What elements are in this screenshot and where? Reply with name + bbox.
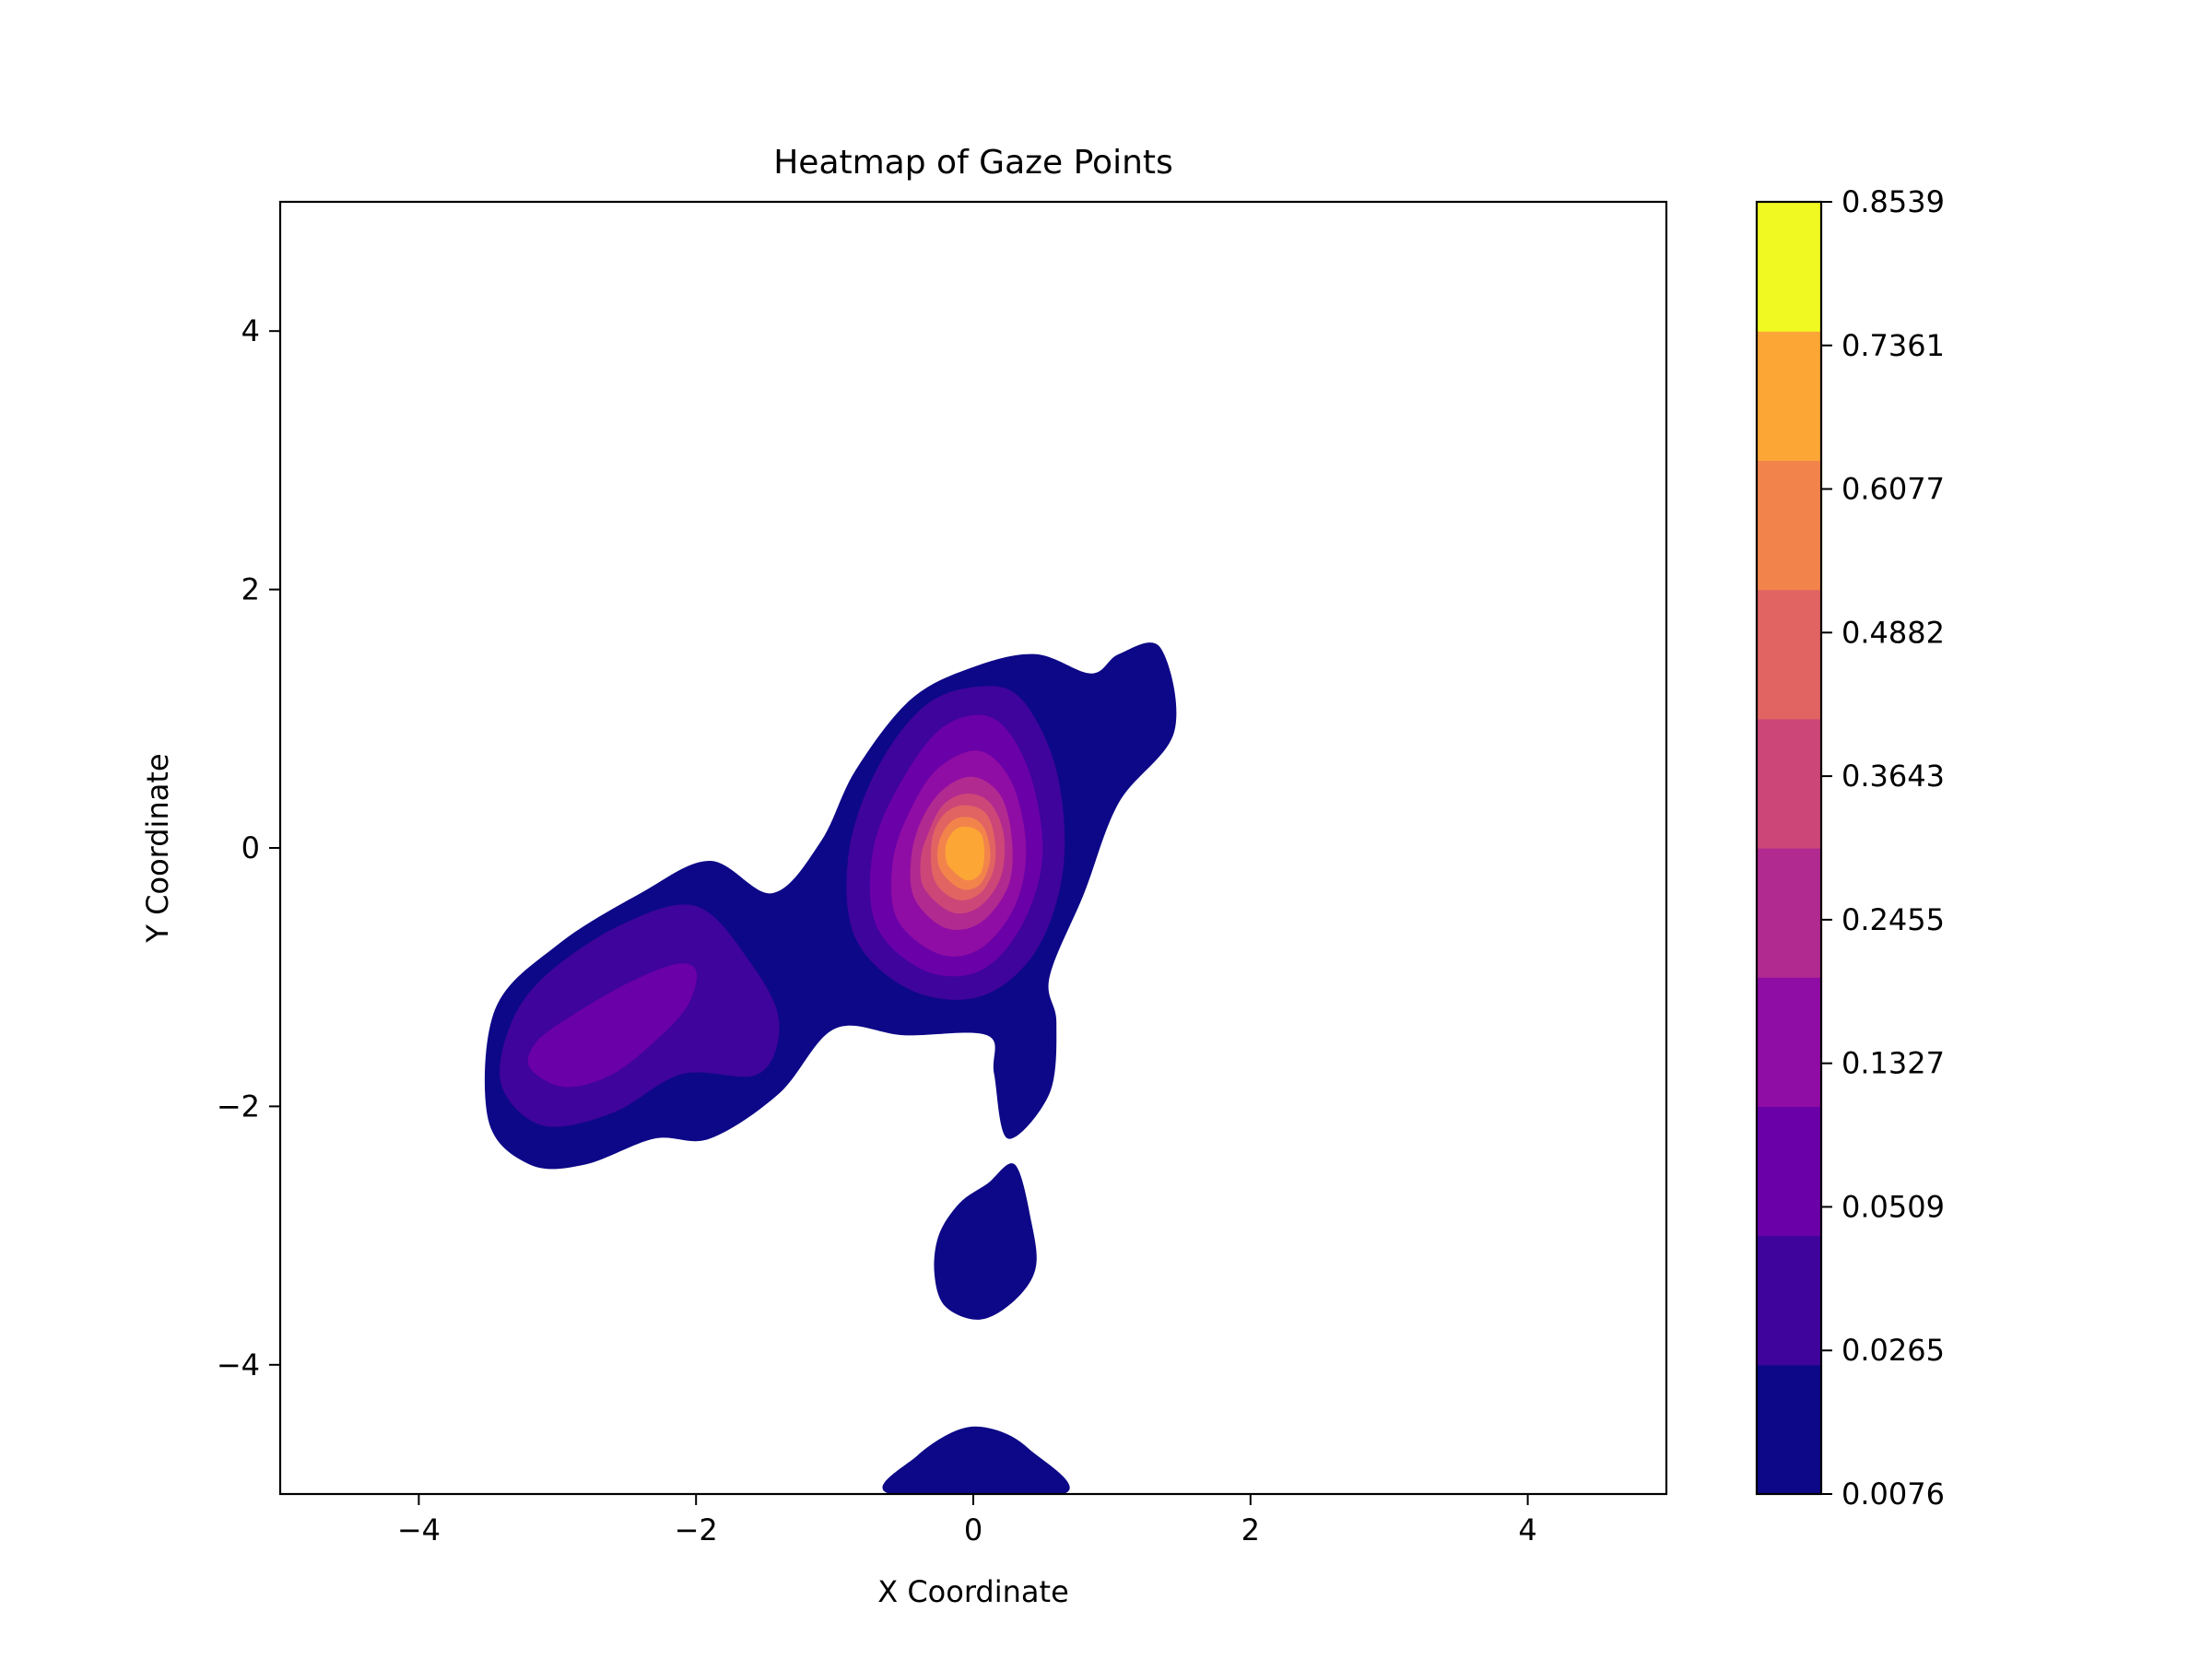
y-axis: −4 −2 0 2 4 xyxy=(217,313,280,1382)
x-tick-label: 0 xyxy=(964,1512,982,1547)
colorbar-tick-label: 0.0265 xyxy=(1841,1333,1945,1368)
y-tick-label: −2 xyxy=(217,1088,260,1124)
contour-bottom-blob xyxy=(882,1426,1070,1494)
colorbar-tick-label: 0.4882 xyxy=(1841,615,1945,650)
colorbar-frame xyxy=(1755,200,1823,1496)
colorbar-tick-label: 0.6077 xyxy=(1841,472,1945,507)
colorbar-band xyxy=(1757,718,1821,849)
colorbar-tick-label: 0.0076 xyxy=(1841,1477,1945,1512)
contour-lower-blob xyxy=(934,1163,1037,1320)
colorbar-band xyxy=(1757,848,1821,978)
colorbar: 0.0076 0.0265 0.0509 0.1327 0.2455 0.3643 0.48… xyxy=(1755,184,1945,1512)
colorbar-band xyxy=(1757,202,1821,332)
colorbar-band xyxy=(1757,331,1821,461)
colorbar-tick-label: 0.7361 xyxy=(1841,328,1945,363)
chart-title: Heatmap of Gaze Points xyxy=(773,144,1173,182)
y-tick-label: −4 xyxy=(217,1347,260,1382)
y-tick-label: 0 xyxy=(241,830,260,865)
colorbar-tick-label: 0.2455 xyxy=(1841,902,1945,937)
colorbar-band xyxy=(1757,1364,1821,1495)
x-tick-label: 2 xyxy=(1241,1512,1260,1547)
x-axis-label: X Coordinate xyxy=(877,1574,1069,1609)
x-axis: −4 −2 0 2 4 xyxy=(397,1494,1537,1547)
colorbar-tick-label: 0.1327 xyxy=(1841,1046,1945,1081)
colorbar-tick-label: 0.8539 xyxy=(1841,184,1945,219)
x-tick-label: 4 xyxy=(1518,1512,1536,1547)
y-axis-label: Y Coordinate xyxy=(140,753,175,943)
y-tick-label: 4 xyxy=(241,313,260,348)
contour-upper-lobe-contour-8 xyxy=(945,826,985,881)
colorbar-band xyxy=(1757,1235,1821,1366)
colorbar-tick-label: 0.3643 xyxy=(1841,759,1945,794)
colorbar-band xyxy=(1757,977,1821,1107)
colorbar-band xyxy=(1757,1106,1821,1237)
colorbar-tick-label: 0.0509 xyxy=(1841,1189,1945,1224)
x-tick-label: −2 xyxy=(675,1512,718,1547)
colorbar-band xyxy=(1757,460,1821,591)
y-tick-label: 2 xyxy=(241,572,260,607)
x-tick-label: −4 xyxy=(397,1512,441,1547)
colorbar-band xyxy=(1757,589,1821,720)
contour-layer xyxy=(484,642,1177,1494)
contour-lower-left-contour-2 xyxy=(527,963,697,1088)
